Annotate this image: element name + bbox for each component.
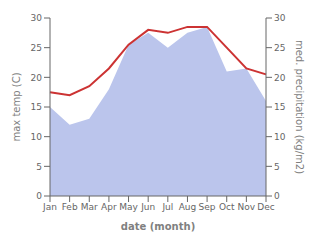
svg-text:Dec: Dec [257, 202, 274, 212]
svg-text:max temp (C): max temp (C) [11, 72, 22, 141]
svg-text:10: 10 [274, 132, 286, 142]
svg-text:25: 25 [31, 43, 42, 53]
svg-text:20: 20 [274, 73, 286, 83]
svg-text:20: 20 [31, 73, 43, 83]
svg-text:Jan: Jan [42, 202, 57, 212]
svg-text:0: 0 [274, 191, 280, 201]
svg-text:25: 25 [274, 43, 285, 53]
svg-text:5: 5 [274, 162, 280, 172]
svg-text:Jun: Jun [140, 202, 155, 212]
svg-text:0: 0 [36, 191, 42, 201]
svg-text:Sep: Sep [199, 202, 216, 212]
svg-text:date (month): date (month) [121, 221, 195, 232]
svg-text:Nov: Nov [238, 202, 256, 212]
svg-text:Mar: Mar [81, 202, 98, 212]
svg-text:10: 10 [31, 132, 43, 142]
svg-text:Aug: Aug [179, 202, 197, 212]
svg-text:Feb: Feb [62, 202, 78, 212]
svg-text:30: 30 [274, 13, 286, 23]
svg-text:30: 30 [31, 13, 43, 23]
svg-text:May: May [119, 202, 138, 212]
svg-text:15: 15 [274, 102, 285, 112]
svg-text:Oct: Oct [219, 202, 235, 212]
svg-text:med. precipitation (kg/m2): med. precipitation (kg/m2) [294, 40, 305, 174]
svg-text:Jul: Jul [161, 202, 173, 212]
svg-text:Apr: Apr [101, 202, 117, 212]
svg-text:5: 5 [36, 162, 42, 172]
svg-text:15: 15 [31, 102, 42, 112]
